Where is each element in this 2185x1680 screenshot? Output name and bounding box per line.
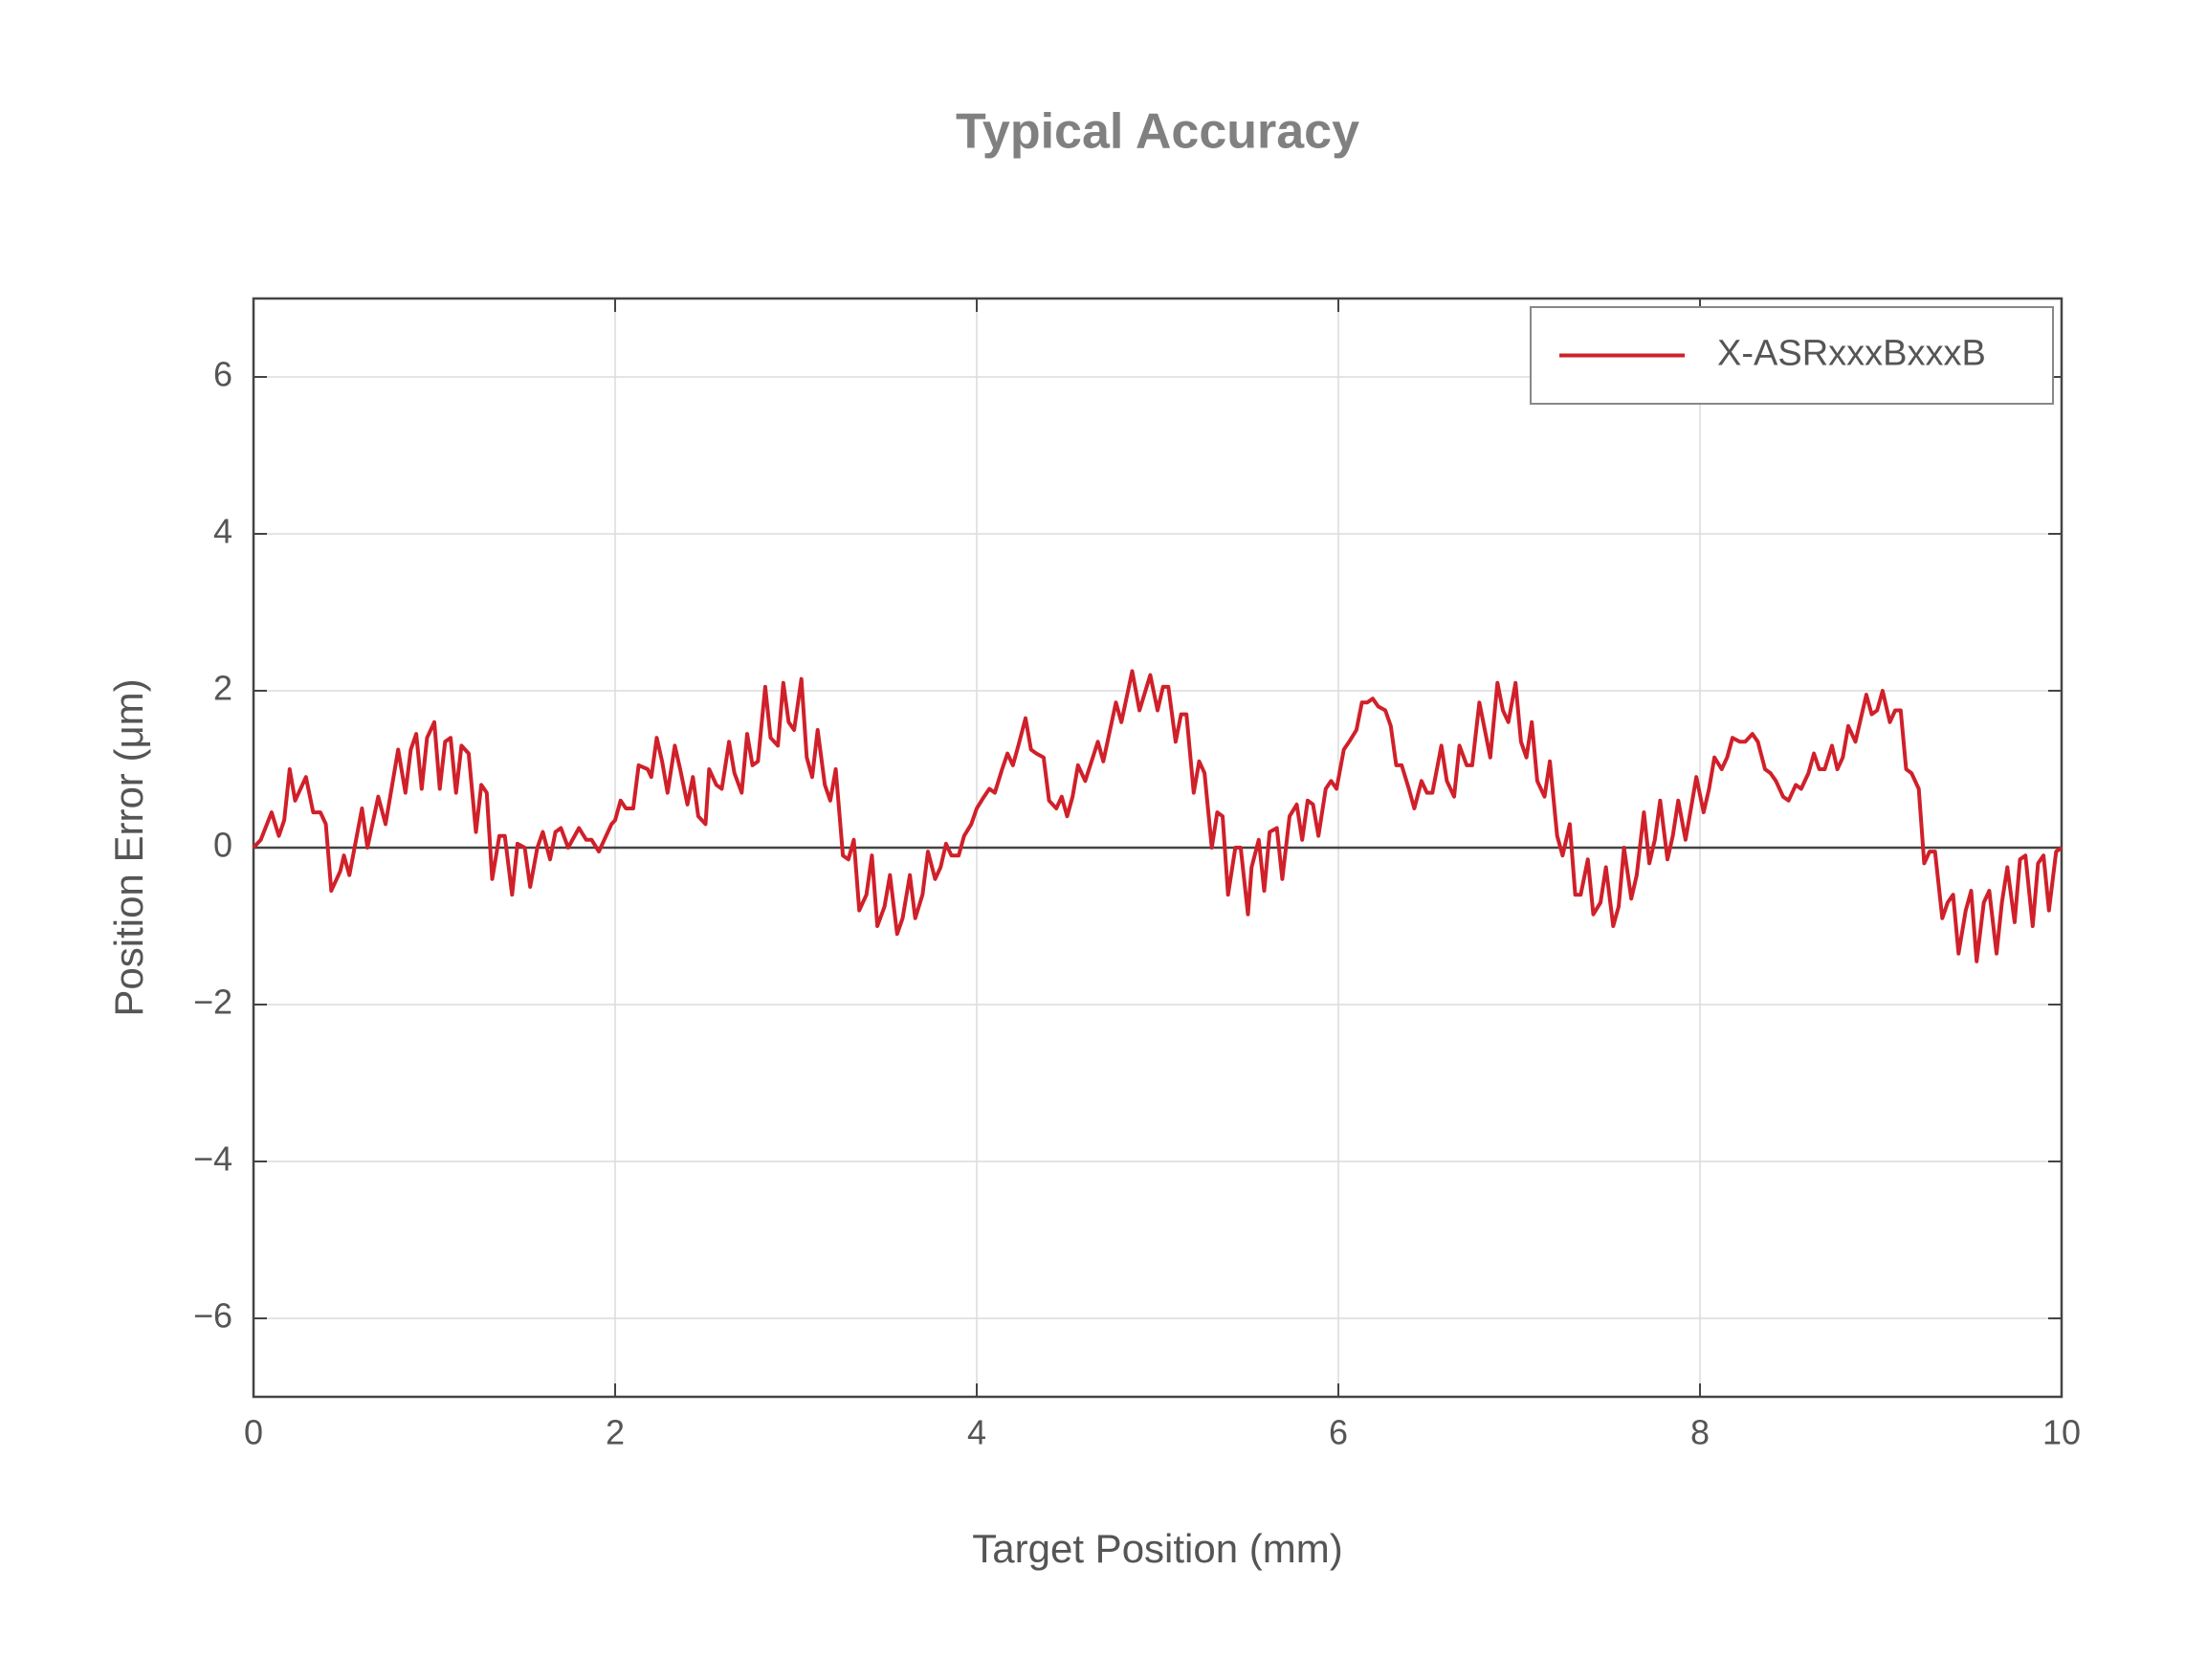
x-tick-label: 10 [2042,1413,2081,1452]
y-tick-label: 6 [213,355,232,394]
legend-label: X-ASRxxxBxxxB [1717,334,1986,374]
y-tick-label: −6 [193,1296,232,1336]
x-tick-label: 2 [606,1413,625,1452]
x-axis-label: Target Position (mm) [972,1526,1342,1571]
x-tick-label: 4 [967,1413,986,1452]
x-tick-label: 6 [1329,1413,1348,1452]
y-tick-label: 0 [213,826,232,865]
y-axis-label: Position Error (μm) [106,678,151,1016]
x-tick-label: 8 [1690,1413,1710,1452]
data-line [252,669,2064,963]
y-tick-label: 2 [213,669,232,708]
x-tick-label: 0 [244,1413,263,1452]
y-tick-label: −2 [193,983,232,1022]
y-tick-label: −4 [193,1139,232,1179]
chart-title: Typical Accuracy [956,104,1359,160]
y-tick-label: 4 [213,512,232,551]
